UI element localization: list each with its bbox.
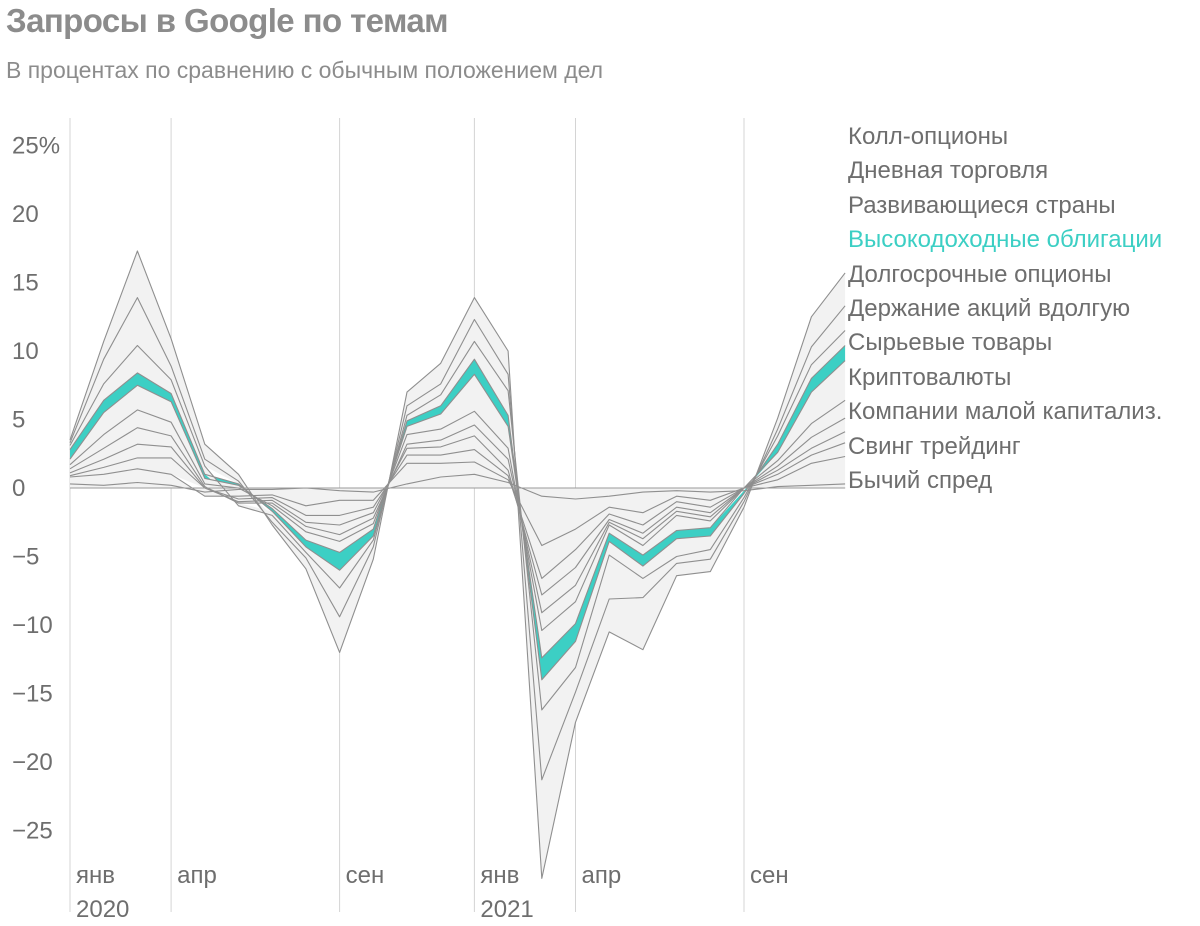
y-tick-label: 10 xyxy=(12,338,39,365)
x-tick-label: апр xyxy=(582,862,622,889)
series-line-5 xyxy=(69,417,846,614)
area-series-10 xyxy=(70,251,846,879)
area-series-5 xyxy=(70,400,846,631)
area-series-0 xyxy=(70,474,846,499)
legend-item: Высокодоходные облигации xyxy=(848,226,1163,254)
series-line-4 xyxy=(69,431,846,596)
x-tick-label: сен xyxy=(346,862,385,889)
series-line-8 xyxy=(69,345,846,681)
legend-item: Держание акций вдолгую xyxy=(848,295,1131,323)
y-tick-label: −25 xyxy=(12,818,53,845)
area-series-8 xyxy=(70,330,846,710)
y-tick-label: −10 xyxy=(12,612,53,639)
area-series-1 xyxy=(70,456,846,546)
series-line-1 xyxy=(69,473,846,500)
y-tick-label: −5 xyxy=(12,544,39,571)
legend-item: Долгосрочные опционы xyxy=(848,260,1112,288)
x-tick-label: янв xyxy=(76,862,115,889)
series-line-6 xyxy=(69,399,846,632)
area-series-9 xyxy=(70,297,846,780)
chart-title: Запросы в Google по темам xyxy=(6,2,449,39)
legend-item: Колл-опционы xyxy=(848,123,1009,150)
series-line-2 xyxy=(69,455,846,547)
y-tick-label: 20 xyxy=(12,201,39,228)
legend-item: Сырьевые товары xyxy=(848,329,1053,357)
series-line-9 xyxy=(69,330,846,711)
legend-item: Свинг трейдинг xyxy=(848,432,1021,460)
legend-item: Компании малой капитализ. xyxy=(848,398,1163,426)
x-tick-year: 2021 xyxy=(480,896,533,923)
x-axis-ticks: янв 2020 апр сен янв 2021 апр сен xyxy=(76,862,789,923)
y-tick-label: 5 xyxy=(12,407,25,434)
y-tick-label: 15 xyxy=(12,270,39,297)
legend-item: Бычий спред xyxy=(848,467,993,495)
series-lines xyxy=(69,250,846,879)
y-tick-label: −15 xyxy=(12,681,53,708)
series-line-11 xyxy=(69,250,846,879)
series-line-3 xyxy=(69,442,846,579)
x-tick-year: 2020 xyxy=(76,896,129,923)
legend-item: Развивающиеся страны xyxy=(848,191,1116,219)
x-tick-label: сен xyxy=(750,862,789,889)
y-tick-label: 25% xyxy=(12,133,60,160)
stacked-areas xyxy=(70,251,846,879)
chart-subtitle: В процентах по сравнению с обычным полож… xyxy=(6,57,604,83)
area-series-3 xyxy=(70,431,846,595)
legend: Колл-опционы Дневная торговля Развивающиес… xyxy=(848,120,1162,498)
series-line-10 xyxy=(69,297,846,781)
legend-item: Криптовалюты xyxy=(848,363,1012,391)
y-tick-label: −20 xyxy=(12,749,53,776)
legend-item: Дневная торговля xyxy=(848,157,1049,185)
x-tick-label: апр xyxy=(177,862,217,889)
x-tick-label: янв xyxy=(480,862,519,889)
series-line-7 xyxy=(69,360,846,659)
y-axis-ticks: 25% 20 15 10 5 0 −5 −10 −15 −20 −25 xyxy=(12,133,60,845)
y-tick-label: 0 xyxy=(12,475,25,502)
area-series-4 xyxy=(70,418,846,613)
